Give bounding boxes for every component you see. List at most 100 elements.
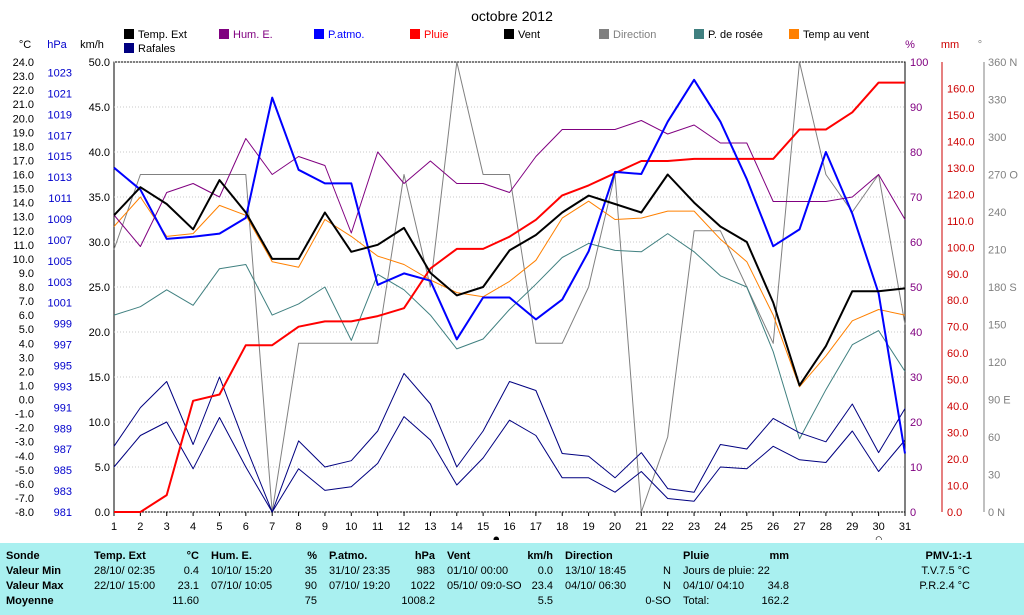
y-tick-label: 50 [910,282,922,294]
x-tick-label: 3 [164,521,170,533]
patmo-min: 983 [416,565,435,577]
y-tick-label: 1023 [48,67,72,79]
y-tick-label: 50.0 [89,57,110,69]
x-tick-label: 11 [372,521,383,533]
patmo-avg: 1008.2 [401,595,435,607]
stats-hum: Hum. E.% 10/10/ 15:20 35 07/10/ 10:05 90 7… [205,543,323,615]
y-tick-label: 120 [988,357,1006,369]
legend-swatch [599,29,609,39]
y-tick-label: -3.0 [15,437,34,449]
y-tick-label: -2.0 [15,423,34,435]
y-tick-label: 11.0 [13,240,34,252]
y-tick-label: 160.0 [947,83,975,95]
y-tick-label: 100.0 [947,242,975,254]
y-tick-label: 10 [910,462,922,474]
hum-title: Hum. E. [211,550,252,562]
y-tick-label: 0.0 [95,507,110,519]
x-tick-label: 18 [556,521,568,533]
pluie-total: 162.2 [761,595,789,607]
x-tick-label: 16 [503,521,515,533]
pluie-max: 34.8 [767,580,789,592]
y-tick-label: 6.0 [19,310,34,322]
y-tick-label: 30.0 [947,428,968,440]
y-tick-label: 24.0 [13,57,34,69]
y-tick-label: 150.0 [947,110,975,122]
axis-unit: °C [19,39,31,51]
x-tick-label: 21 [635,521,647,533]
y-tick-label: 1003 [48,277,72,289]
x-tick-label: 5 [216,521,222,533]
y-tick-label: 270 O [988,170,1018,182]
axis-unit: km/h [80,39,104,51]
y-tick-label: -6.0 [15,479,34,491]
y-tick-label: 40.0 [89,147,110,159]
y-tick-label: 210 [988,245,1006,257]
label-sonde: Sonde [6,550,40,562]
weather-chart: octobre 2012 Temp. Ext Hum. E. P.atmo. Plui… [13,8,1019,540]
stats-patmo: P.atmo. hPa 31/10/ 23:35 983 07/10/ 19:20 1… [323,543,441,615]
temp-min: 0.4 [183,565,199,577]
legend-label: P.atmo. [328,29,365,41]
y-tick-label: 1007 [48,235,72,247]
axis-unit: hPa [47,39,67,51]
y-tick-label: 0.0 [19,395,34,407]
vent-min: 0.0 [537,565,553,577]
y-tick-label: 18.0 [13,141,34,153]
y-tick-label: 20 [910,417,922,429]
x-tick-label: 29 [846,521,858,533]
y-tick-label: 5.0 [95,462,110,474]
x-tick-label: 2 [137,521,143,533]
y-tick-label: 983 [54,486,72,498]
stats-pluie: Pluie mm Jours de pluie: 22 04/10/ 04:10 3… [677,543,795,615]
temp-max: 23.1 [177,580,199,592]
y-tick-label: 1021 [48,88,72,100]
series-line [113,372,906,513]
y-tick-label: 10.0 [13,254,34,266]
x-markers: ● ○ [492,531,882,540]
y-tick-label: 60.0 [947,348,968,360]
y-tick-label: 15.0 [13,184,34,196]
stats-direction: Direction 13/10/ 18:45 N 04/10/ 06:30 N 0-… [559,543,677,615]
y-tick-label: 10.0 [89,417,110,429]
y-tick-label: 3.0 [19,352,34,364]
y-tick-label: 90.0 [947,269,968,281]
temp-max-date: 22/10/ 15:00 [94,580,156,592]
temp-min-date: 28/10/ 02:35 [94,565,156,577]
legend-swatch [219,29,229,39]
direction-min-date: 13/10/ 18:45 [565,565,627,577]
y-tick-label: 240 [988,207,1006,219]
x-tick-label: 20 [609,521,621,533]
direction-min: N [663,565,671,577]
y-tick-label: 20.0 [13,113,34,125]
y-tick-label: -7.0 [15,493,34,505]
x-tick-label: 14 [451,521,463,533]
stats-vent: Vent km/h 01/10/ 00:00 0.0 05/10/ 09:0-SO 2… [441,543,559,615]
stats-temp: Temp. Ext °C 28/10/ 02:35 0.4 22/10/ 15:00… [88,543,205,615]
pluie-days: Jours de pluie: 22 [683,565,770,577]
y-tick-label: 17.0 [13,155,34,167]
y-tick-label: 1017 [48,130,72,142]
y-tick-label: 22.0 [13,85,34,97]
x-tick-label: 8 [296,521,302,533]
axes: °C hPa km/h% mm °24.023.022.021.020.019.018.… [13,39,1019,533]
y-tick-label: 330 [988,95,1006,107]
y-tick-label: 1005 [48,256,72,268]
x-tick-label: 17 [530,521,542,533]
y-tick-label: 80.0 [947,295,968,307]
pluie-max-date: 04/10/ 04:10 [683,580,745,592]
direction-avg: 0-SO [645,595,671,607]
patmo-unit: hPa [414,550,435,562]
y-tick-label: 40.0 [947,401,968,413]
y-tick-label: 8.0 [19,282,34,294]
x-tick-label: 15 [477,521,489,533]
series-line [113,233,906,440]
label-avg: Moyenne [6,595,54,607]
series-line [113,78,906,454]
direction-max-date: 04/10/ 06:30 [565,580,627,592]
y-tick-label: 130.0 [947,163,975,175]
y-tick-label: 15.0 [89,372,110,384]
x-tick-label: 4 [190,521,196,533]
x-tick-label: 26 [767,521,779,533]
y-tick-label: 999 [54,319,72,331]
y-tick-label: 985 [54,465,72,477]
